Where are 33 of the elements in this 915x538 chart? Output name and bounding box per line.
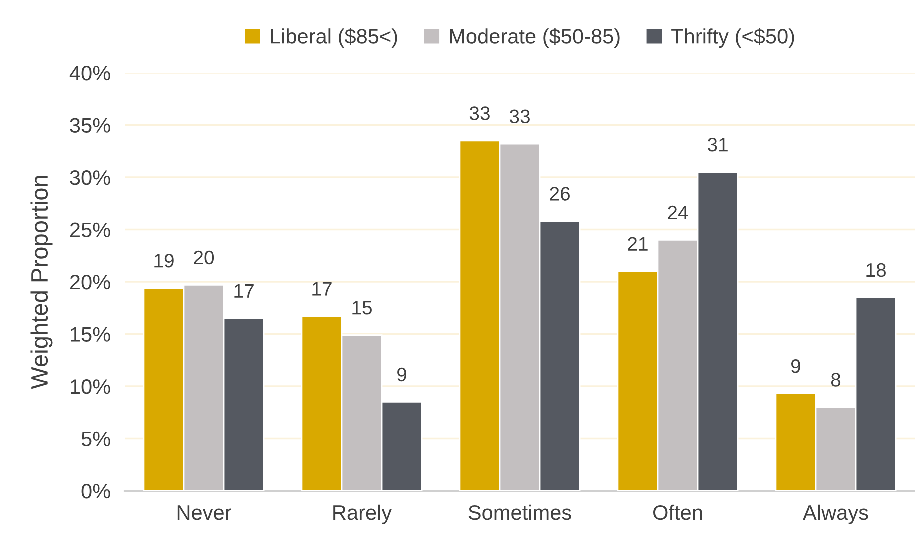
data-label: 24 <box>668 206 688 220</box>
x-tick-label: Sometimes <box>468 504 572 520</box>
y-tick-label: 10% <box>71 380 110 394</box>
x-tick-label: Rarely <box>334 504 392 524</box>
x-tick-label: Never <box>178 506 232 520</box>
data-label: 19 <box>154 254 174 268</box>
data-label: 21 <box>628 237 648 251</box>
data-label: 17 <box>234 284 254 298</box>
x-tick-label: Often <box>654 504 702 520</box>
data-label: 20 <box>194 250 214 265</box>
data-label: 17 <box>312 282 332 296</box>
data-label: 33 <box>470 106 490 120</box>
legend-label: Thrifty (<$50) <box>672 28 794 48</box>
y-tick-label: 25% <box>70 222 110 238</box>
data-label: 33 <box>510 110 530 124</box>
y-axis-title: Weighted Proportion <box>30 176 53 390</box>
y-tick-label: 15% <box>71 327 110 342</box>
data-label: 31 <box>708 138 728 152</box>
y-tick-label: 40% <box>70 66 110 81</box>
y-tick-label: 0% <box>82 484 110 499</box>
data-label: 18 <box>866 263 886 278</box>
y-tick-label: 35% <box>70 118 110 134</box>
legend-label: Liberal ($85<) <box>271 28 398 48</box>
y-tick-label: 30% <box>70 170 110 186</box>
x-tick-label: Always <box>803 504 868 524</box>
data-label: 8 <box>831 373 841 387</box>
y-tick-label: 5% <box>82 432 110 447</box>
y-tick-label: 20% <box>70 275 110 290</box>
data-label: 9 <box>791 360 800 374</box>
data-label: 15 <box>352 301 372 315</box>
legend-label: Moderate ($50-85) <box>450 28 620 48</box>
data-label: 9 <box>398 368 407 382</box>
data-label: 26 <box>550 187 570 201</box>
